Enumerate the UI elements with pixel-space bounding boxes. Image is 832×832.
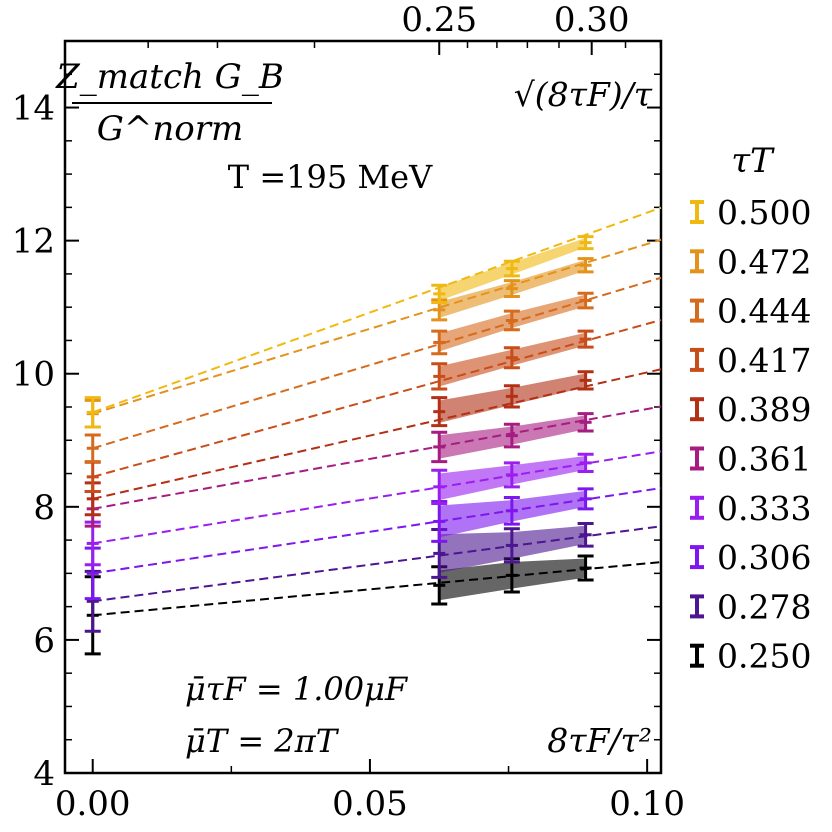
legend-label: 0.333 xyxy=(717,489,811,528)
legend-item: 0.389 xyxy=(690,390,811,429)
fit-line xyxy=(92,368,662,500)
x-tick-label: 0.10 xyxy=(609,784,685,824)
fit-line xyxy=(92,238,662,415)
legend-label: 0.250 xyxy=(717,637,811,676)
series-0.417 xyxy=(84,319,662,494)
x-tick-label: 0.05 xyxy=(332,784,408,824)
y-tick-label: 8 xyxy=(33,488,55,528)
legend-item: 0.444 xyxy=(690,292,811,331)
legend-label: 0.278 xyxy=(717,587,811,626)
x-tick-label: 0.00 xyxy=(55,784,131,824)
fit-line xyxy=(92,561,662,617)
legend-item: 0.333 xyxy=(690,489,811,528)
legend-label: 0.306 xyxy=(717,538,811,577)
y-label-denominator: G^norm xyxy=(97,109,244,149)
series-0.444 xyxy=(84,276,662,464)
series-0.278 xyxy=(84,521,662,633)
x2-axis-label: √(8τF)/τ xyxy=(514,75,653,114)
series-0.500 xyxy=(84,206,662,429)
y-tick-label: 10 xyxy=(12,355,55,395)
fit-line xyxy=(92,319,662,478)
series-0.250 xyxy=(84,554,662,656)
legend-label: 0.472 xyxy=(717,242,811,281)
legend-title: τT xyxy=(731,141,775,181)
series-0.306 xyxy=(84,487,662,601)
legend-label: 0.389 xyxy=(717,390,811,429)
series-0.472 xyxy=(84,238,662,429)
fit-line xyxy=(92,487,662,575)
legend-item: 0.361 xyxy=(690,440,811,479)
legend-label: 0.500 xyxy=(717,193,811,232)
y-axis-label: Z_match G_B G^norm xyxy=(55,57,284,149)
y-label-numerator: Z_match G_B xyxy=(55,57,284,97)
fit-line xyxy=(92,206,662,414)
plot-frame xyxy=(63,39,663,775)
legend-item: 0.306 xyxy=(690,538,811,577)
legend-item: 0.278 xyxy=(690,587,811,626)
legend: τT 0.500 0.472 0.444 0.417 0.389 0.361 0.333 0.… xyxy=(690,141,811,676)
fit-line xyxy=(92,276,662,450)
plot-area xyxy=(63,39,663,775)
x2-tick-label: 0.30 xyxy=(554,0,630,40)
y-tick-label: 6 xyxy=(33,621,55,661)
legend-item: 0.500 xyxy=(690,193,811,232)
x2-tick-label: 0.25 xyxy=(401,0,477,40)
legend-item: 0.472 xyxy=(690,242,811,281)
y-tick-label: 4 xyxy=(33,754,55,794)
x-axis-label: 8τF/τ² xyxy=(547,721,652,760)
legend-label: 0.361 xyxy=(717,440,811,479)
fit-line xyxy=(92,405,662,510)
series-0.389 xyxy=(84,368,662,517)
fit-line xyxy=(92,450,662,545)
legend-label: 0.417 xyxy=(717,341,811,380)
mu-T-annotation: μ̄T = 2πT xyxy=(185,722,340,760)
y-tick-label: 14 xyxy=(12,89,55,129)
data-series xyxy=(84,206,662,656)
series-0.333 xyxy=(84,450,662,567)
temperature-annotation: T =195 MeV xyxy=(228,158,433,196)
mu-tauF-annotation: μ̄τF = 1.00μF xyxy=(185,670,409,708)
legend-item: 0.250 xyxy=(690,637,811,676)
y-tick-label: 12 xyxy=(12,222,55,262)
legend-item: 0.417 xyxy=(690,341,811,380)
axis-ticks: 4 6 8 10 12 14 0.00 0.05 0.10 0.25 0.30 xyxy=(12,0,685,824)
fit-line xyxy=(92,525,662,603)
legend-label: 0.444 xyxy=(717,292,811,331)
